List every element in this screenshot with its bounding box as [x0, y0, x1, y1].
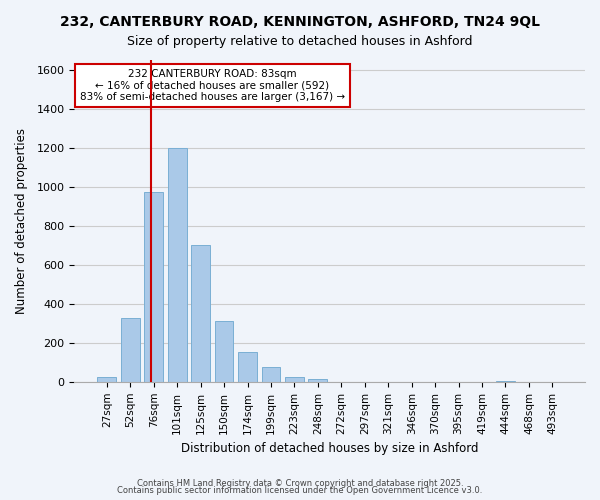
- Bar: [97, 377, 116, 382]
- Text: Size of property relative to detached houses in Ashford: Size of property relative to detached ho…: [127, 35, 473, 48]
- Bar: [496, 381, 515, 382]
- Bar: [262, 367, 280, 382]
- Text: 232 CANTERBURY ROAD: 83sqm
← 16% of detached houses are smaller (592)
83% of sem: 232 CANTERBURY ROAD: 83sqm ← 16% of deta…: [80, 69, 345, 102]
- Bar: [308, 379, 327, 382]
- Y-axis label: Number of detached properties: Number of detached properties: [15, 128, 28, 314]
- Bar: [285, 377, 304, 382]
- Bar: [168, 148, 187, 382]
- Text: 232, CANTERBURY ROAD, KENNINGTON, ASHFORD, TN24 9QL: 232, CANTERBURY ROAD, KENNINGTON, ASHFOR…: [60, 15, 540, 29]
- X-axis label: Distribution of detached houses by size in Ashford: Distribution of detached houses by size …: [181, 442, 478, 455]
- Bar: [145, 192, 163, 382]
- Text: Contains HM Land Registry data © Crown copyright and database right 2025.: Contains HM Land Registry data © Crown c…: [137, 478, 463, 488]
- Text: Contains public sector information licensed under the Open Government Licence v3: Contains public sector information licen…: [118, 486, 482, 495]
- Bar: [215, 322, 233, 382]
- Bar: [238, 352, 257, 382]
- Bar: [121, 318, 140, 382]
- Bar: [191, 246, 210, 382]
